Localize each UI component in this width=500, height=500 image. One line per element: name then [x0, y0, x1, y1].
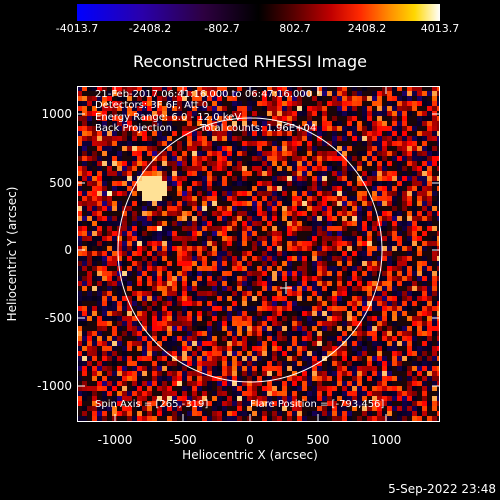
energy-range-text: Energy Range: 6.0 - 12.0 keV [95, 112, 242, 123]
image-title: Reconstructed RHESSI Image [133, 52, 367, 71]
method-text: Back Projection [95, 123, 172, 134]
x-tick-label: 1000 [370, 433, 402, 447]
y-tick-label: 1000 [41, 107, 72, 121]
time-range-text: 21-Feb-2017 06:41:16.000 to 06:47:16.000 [95, 89, 313, 100]
spin-axis-marker [280, 282, 292, 294]
colorbar-tick: 4013.7 [420, 22, 460, 35]
y-tick-label: -500 [44, 311, 72, 325]
y-tick-label: 0 [64, 243, 72, 257]
y-tick-label: 500 [49, 176, 72, 190]
colorbar-tick: 802.7 [279, 22, 311, 35]
detectors-text: Detectors: 3F 6F, Att 0 [95, 100, 209, 111]
y-tick-label: -1000 [37, 379, 72, 393]
solar-limb-circle [117, 117, 383, 383]
flare-position-text: Flare Position = [-793,456] [250, 399, 385, 410]
y-axis-label: Heliocentric Y (arcsec) [5, 186, 19, 322]
x-tick-label: -1000 [97, 433, 133, 447]
plot-frame [77, 86, 440, 422]
x-tick-label: -500 [169, 433, 197, 447]
colorbar-tick: -4013.7 [55, 22, 99, 35]
colorbar-tick: -802.7 [204, 22, 240, 35]
image-pixels [77, 86, 440, 422]
plot-svg [77, 86, 440, 422]
x-tick-label: 500 [306, 433, 330, 447]
x-tick-label: 0 [246, 433, 254, 447]
total-counts-text: Total counts: 1.96E+04 [200, 123, 317, 134]
axis-ticks [77, 86, 440, 422]
colorbar [77, 4, 440, 21]
colorbar-tick: 2408.2 [347, 22, 387, 35]
x-axis-label: Heliocentric X (arcsec) [182, 448, 318, 462]
rhessi-image-plot [77, 86, 440, 422]
plot-timestamp: 5-Sep-2022 23:48 [388, 482, 496, 496]
spin-axis-text: Spin Axis = [265,-319] [95, 399, 209, 410]
colorbar-tick: -2408.2 [128, 22, 172, 35]
